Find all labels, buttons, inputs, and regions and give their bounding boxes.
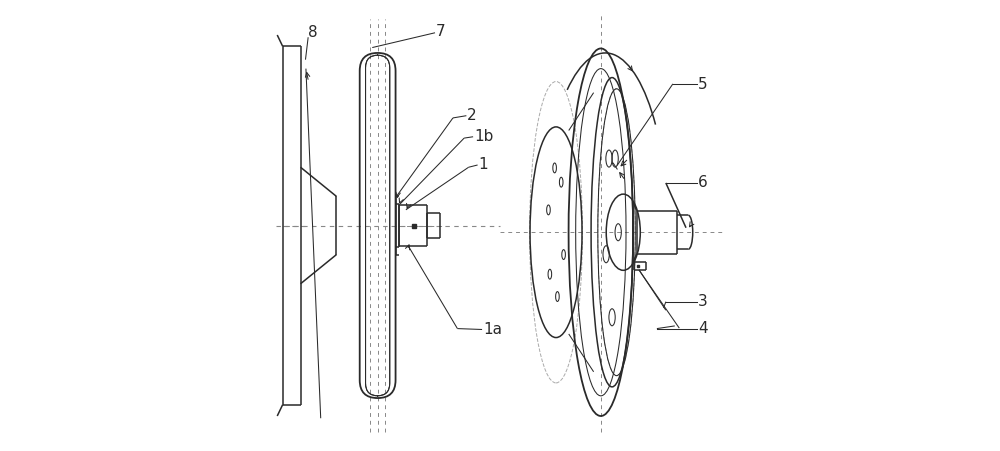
Text: 4: 4 — [698, 321, 708, 336]
Text: 1b: 1b — [474, 129, 493, 144]
Text: 3: 3 — [698, 294, 708, 309]
Text: 2: 2 — [467, 108, 477, 123]
Text: 7: 7 — [436, 24, 446, 39]
Text: 1: 1 — [478, 157, 488, 172]
Text: 1a: 1a — [483, 322, 502, 337]
Text: 6: 6 — [698, 175, 708, 190]
Text: 5: 5 — [698, 77, 708, 92]
Text: 8: 8 — [308, 25, 318, 40]
